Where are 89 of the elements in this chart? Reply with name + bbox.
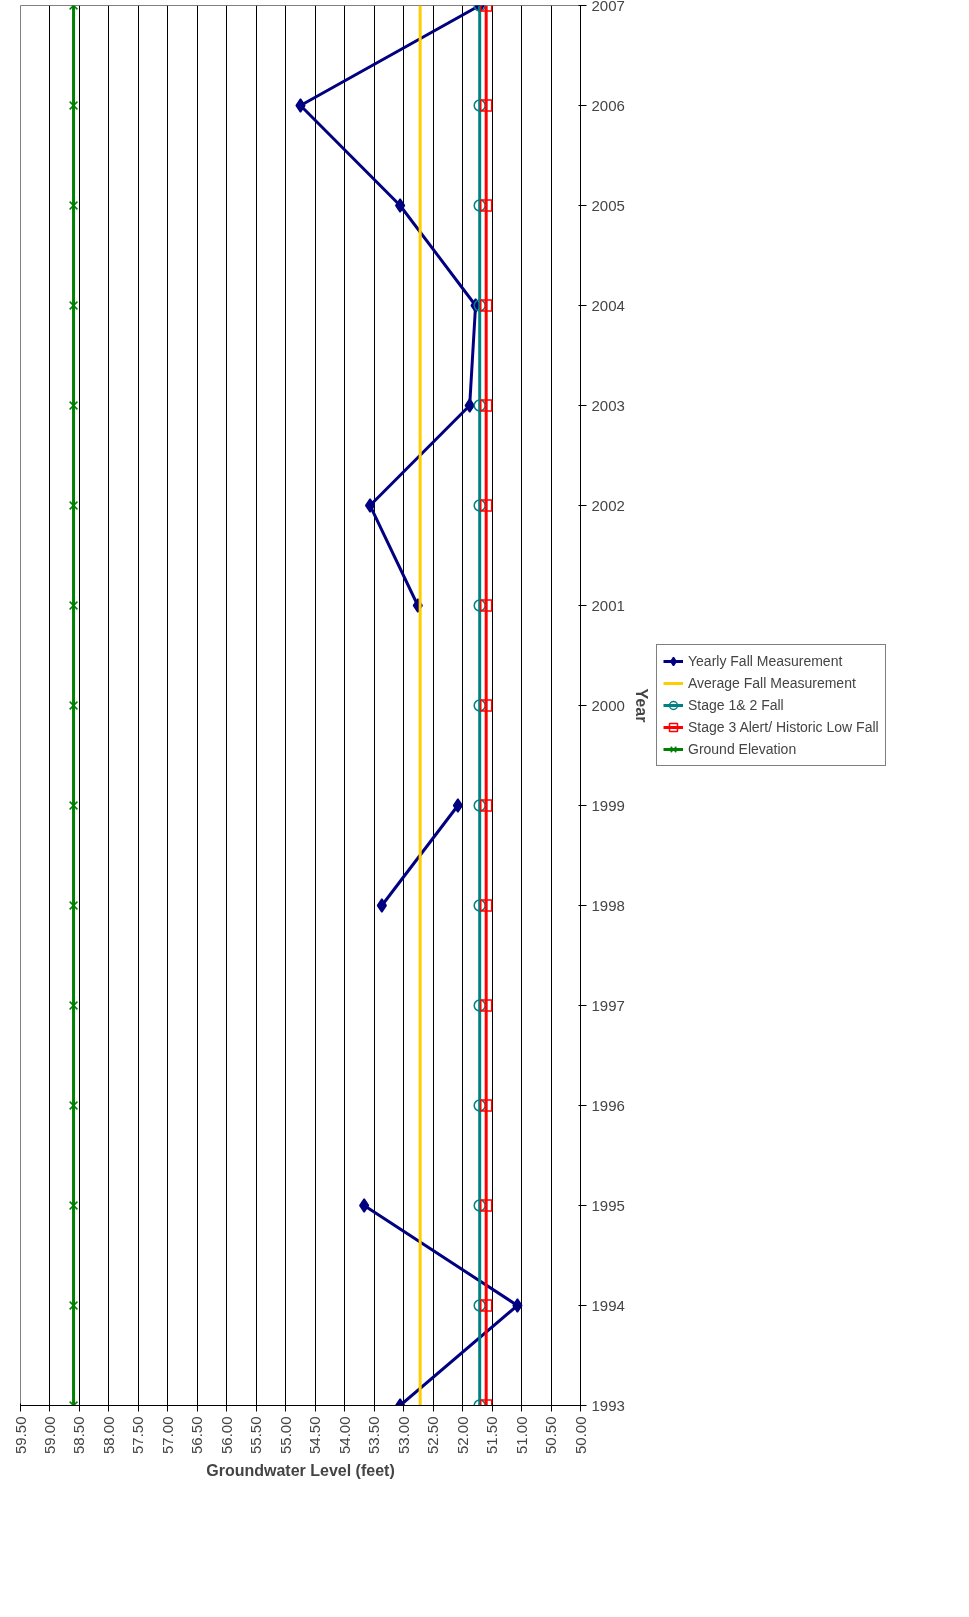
point	[68, 900, 79, 911]
y-tick-label: 1998	[591, 896, 625, 914]
point	[473, 299, 486, 312]
point	[364, 498, 376, 513]
point	[473, 1299, 486, 1312]
x-tick-label: 59.00	[40, 1416, 58, 1455]
x-tick-label: 57.50	[129, 1416, 147, 1455]
point	[473, 99, 486, 112]
point	[68, 500, 79, 511]
x-tick-label: 56.50	[188, 1416, 206, 1455]
x-tick-label: 53.00	[394, 1416, 412, 1455]
point	[68, 100, 79, 111]
point	[473, 999, 486, 1012]
x-tick-label: 55.00	[276, 1416, 294, 1455]
point	[68, 800, 79, 811]
legend-label: Average Fall Measurement	[688, 675, 856, 691]
point	[473, 899, 486, 912]
point	[479, 699, 493, 712]
y-tick-label: 1996	[591, 1096, 625, 1114]
y-tick-label: 2006	[591, 96, 625, 114]
point	[473, 799, 486, 812]
x-tick-label: 50.00	[571, 1416, 589, 1455]
x-tick-label: 58.50	[70, 1416, 88, 1455]
point	[479, 99, 493, 112]
legend-label: Stage 3 Alert/ Historic Low Fall	[688, 719, 879, 735]
point	[479, 499, 493, 512]
point	[68, 1000, 79, 1011]
point	[452, 798, 463, 813]
y-tick-label: 2003	[591, 396, 625, 414]
point	[479, 799, 493, 812]
point	[295, 98, 306, 113]
point	[473, 1099, 486, 1112]
point	[464, 398, 475, 413]
point	[473, 699, 486, 712]
x-tick-label: 56.00	[217, 1416, 235, 1455]
point	[68, 300, 79, 311]
y-tick-label: 2004	[591, 296, 625, 314]
point	[473, 199, 486, 212]
x-tick-label: 54.50	[306, 1416, 324, 1455]
point	[479, 199, 493, 212]
x-tick-label: 50.50	[542, 1416, 560, 1455]
point	[479, 599, 493, 612]
y-tick-label: 1994	[591, 1296, 625, 1314]
legend-label: Stage 1& 2 Fall	[688, 697, 784, 713]
point	[68, 700, 79, 711]
x-tick-label: 51.00	[512, 1416, 530, 1455]
y-tick-label: 2000	[591, 696, 625, 714]
y-tick-label: 1997	[591, 996, 625, 1014]
x-axis-title: Groundwater Level (feet)	[206, 1462, 395, 1480]
point	[68, 1100, 79, 1111]
point	[479, 1299, 493, 1312]
x-tick-label: 54.00	[335, 1416, 353, 1455]
point	[473, 399, 486, 412]
y-tick-label: 1999	[591, 796, 625, 814]
point	[68, 1300, 79, 1311]
y-tick-label: 1993	[591, 1396, 625, 1414]
y-tick-label: 2002	[591, 496, 625, 514]
point	[68, 600, 79, 611]
y-tick-label: 1995	[591, 1196, 625, 1214]
point	[479, 1199, 493, 1212]
x-tick-label: 55.50	[247, 1416, 265, 1455]
y-tick-label: 2007	[591, 0, 625, 14]
x-tick-label: 59.50	[11, 1416, 29, 1455]
y-tick-label: 2001	[591, 596, 625, 614]
x-tick-label: 53.50	[365, 1416, 383, 1455]
point	[479, 399, 493, 412]
point	[473, 599, 486, 612]
point	[473, 1199, 486, 1212]
y-axis-title: Year	[632, 688, 650, 723]
point	[512, 1298, 523, 1313]
point	[376, 898, 387, 913]
legend-label: Ground Elevation	[688, 741, 797, 757]
point	[479, 299, 493, 312]
point	[479, 1099, 493, 1112]
point	[479, 999, 493, 1012]
y-tick-label: 2005	[591, 196, 625, 214]
x-tick-label: 58.00	[99, 1416, 117, 1455]
point	[359, 1198, 370, 1213]
point	[473, 499, 486, 512]
x-tick-label: 51.50	[483, 1416, 501, 1455]
point	[68, 200, 79, 211]
x-tick-label: 57.00	[158, 1416, 176, 1455]
point	[68, 1200, 79, 1211]
point	[68, 400, 79, 411]
point	[479, 899, 493, 912]
point	[395, 198, 406, 213]
legend-label: Yearly Fall Measurement	[688, 653, 843, 669]
x-tick-label: 52.00	[453, 1416, 471, 1455]
x-tick-label: 52.50	[424, 1416, 442, 1455]
